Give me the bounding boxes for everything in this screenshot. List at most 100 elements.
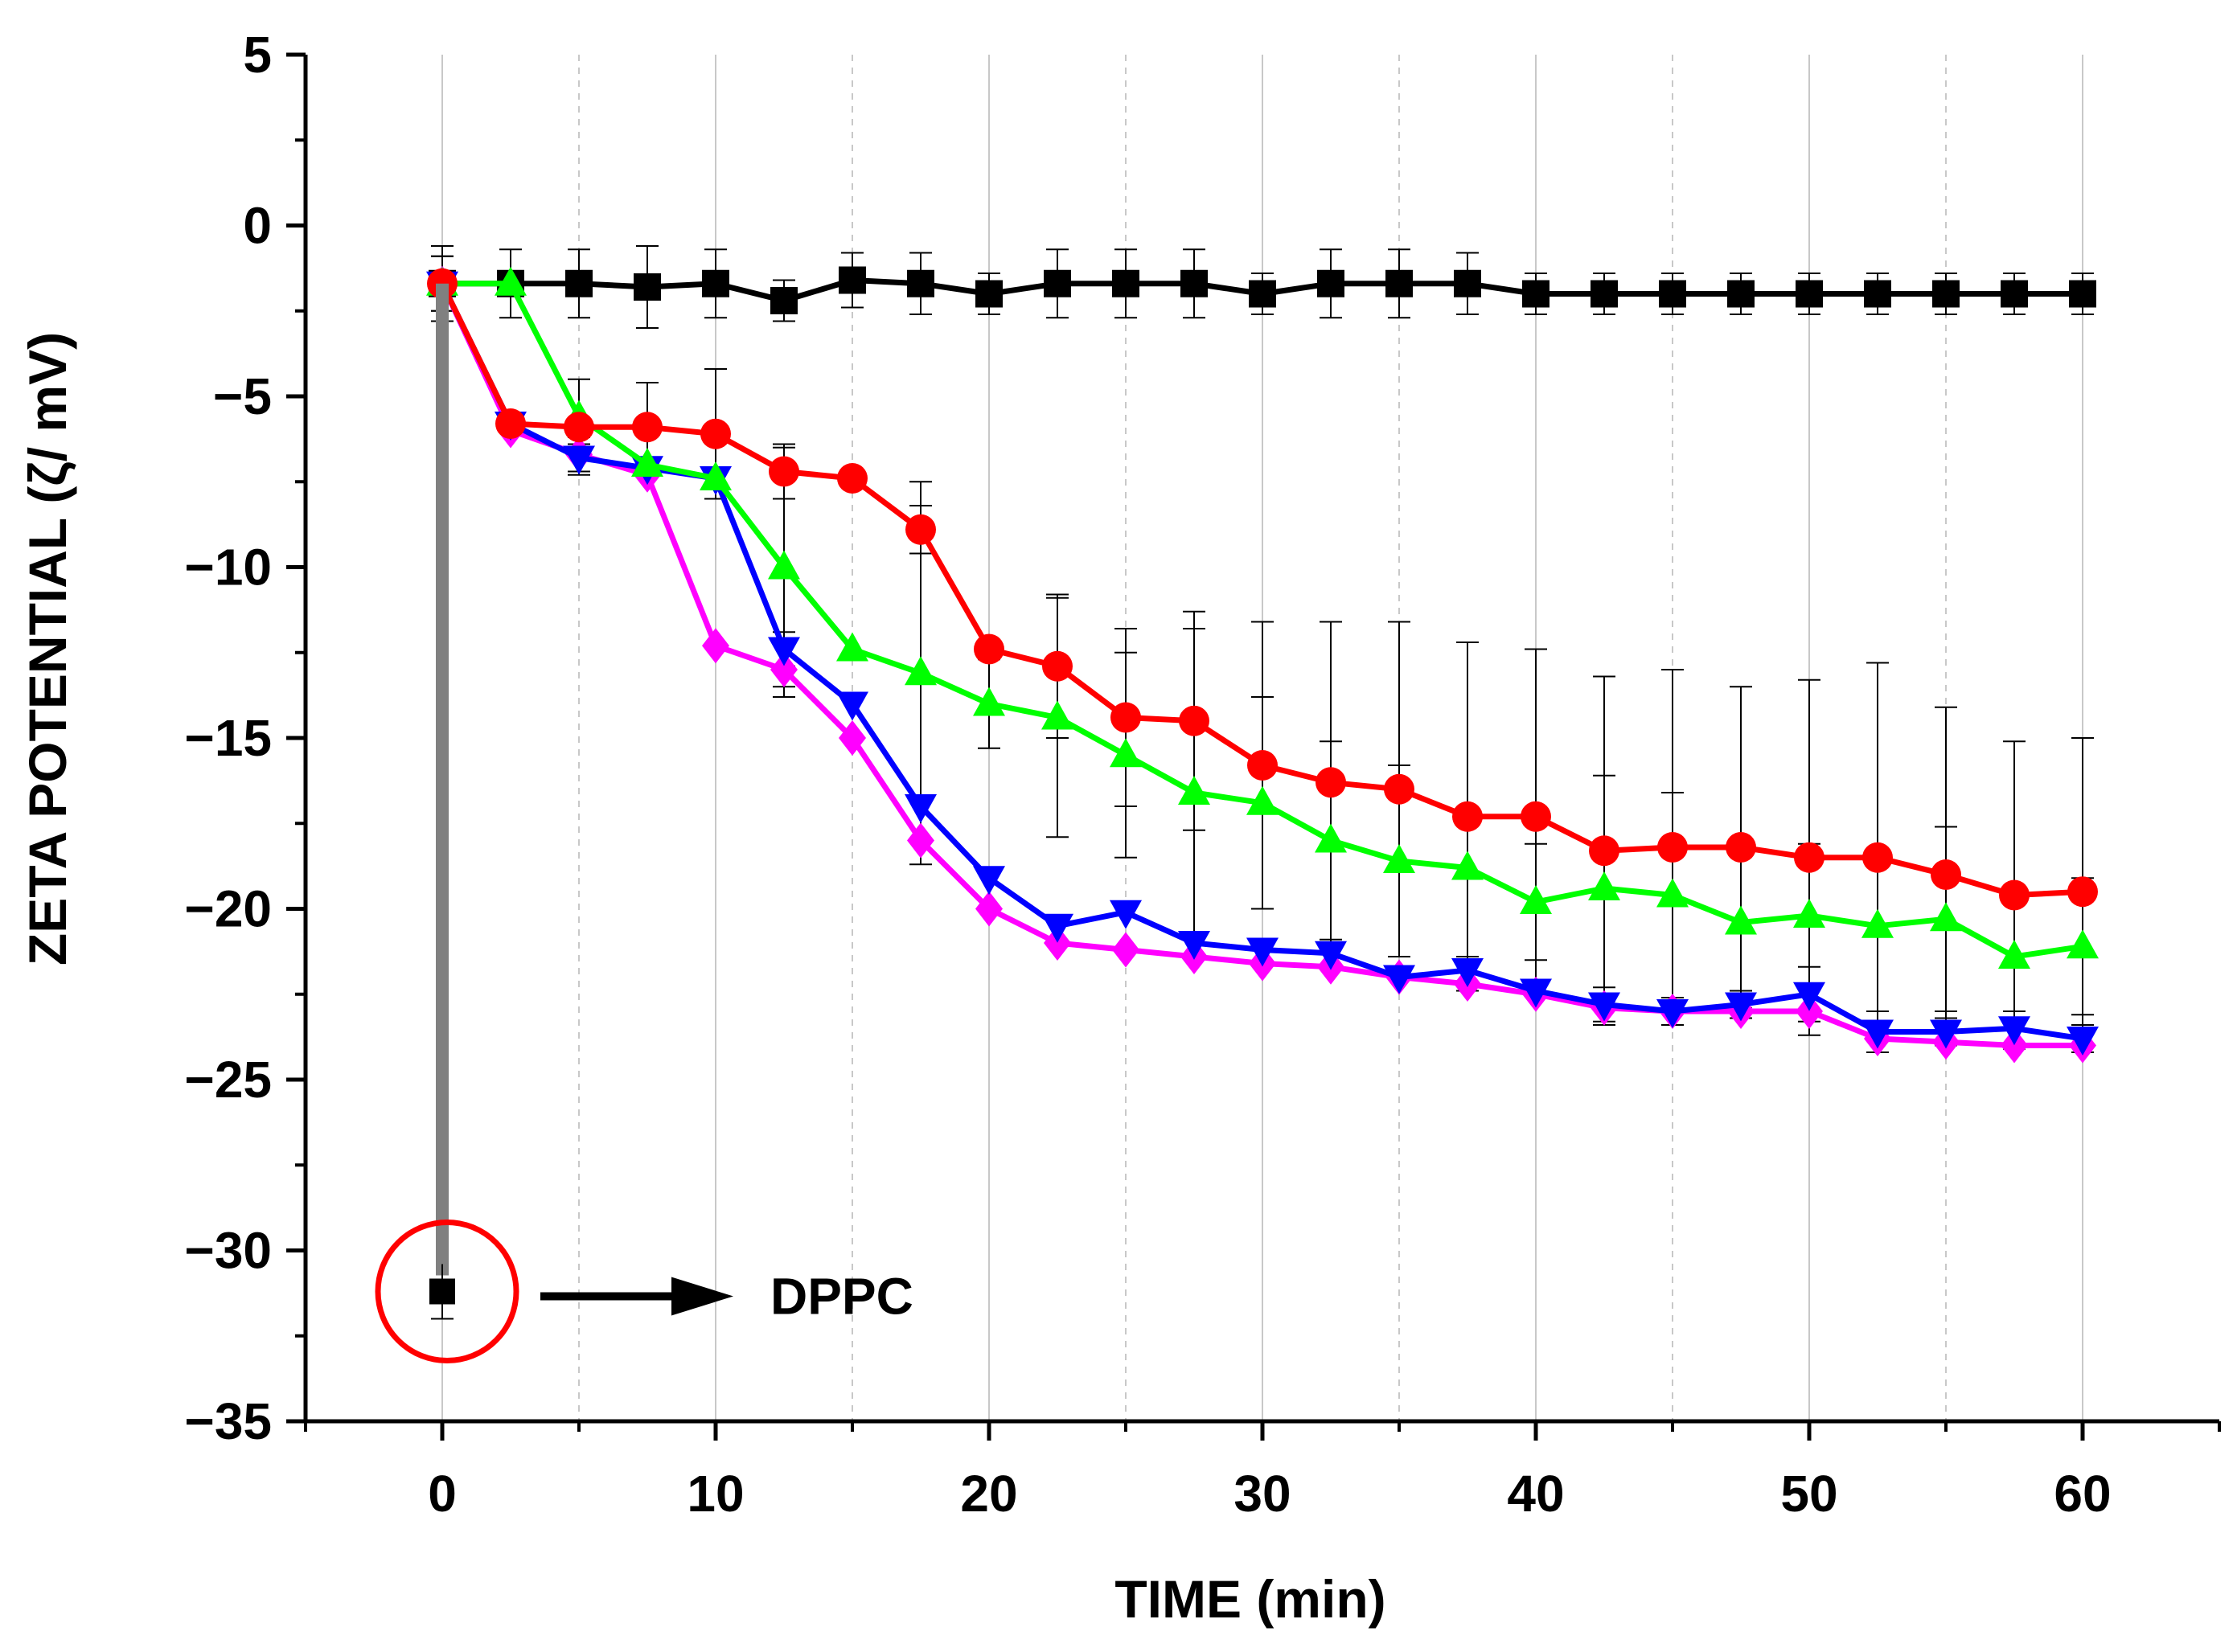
green-triangle-up-marker — [1178, 776, 1210, 805]
black-square-marker — [634, 273, 661, 301]
green-triangle-up-marker — [1520, 885, 1552, 914]
x-tick-label: 60 — [2054, 1465, 2111, 1523]
green-triangle-up-marker — [1861, 908, 1894, 938]
y-axis-title: ZETA POTENTIAL (ζ/ mV) — [18, 332, 77, 965]
red-circle-marker — [1042, 650, 1073, 682]
black-square-marker — [1796, 280, 1823, 308]
black-square-marker — [975, 280, 1003, 308]
red-circle-marker — [1384, 773, 1414, 805]
red-circle-marker — [1862, 842, 1893, 873]
blue-triangle-down-marker — [1041, 913, 1073, 943]
dppc-marker — [429, 1278, 455, 1305]
red-circle-marker — [1316, 767, 1346, 798]
black-square-marker — [1522, 280, 1549, 308]
y-tick-label: −30 — [184, 1222, 272, 1280]
magenta-diamond-marker — [907, 822, 934, 859]
magenta-diamond-marker — [975, 891, 1003, 927]
green-triangle-up-marker — [973, 687, 1005, 716]
red-circle-marker — [1247, 750, 1278, 781]
black-square-marker — [2069, 280, 2096, 308]
black-square-marker — [1932, 280, 1960, 308]
blue-triangle-down-marker — [563, 445, 595, 475]
red-circle-marker — [1589, 835, 1619, 867]
green-triangle-up-marker — [1725, 905, 1757, 935]
black-square-marker — [702, 269, 729, 297]
red-circle-marker — [974, 633, 1004, 665]
green-triangle-up-marker — [768, 550, 800, 580]
black-square-marker — [1180, 269, 1208, 297]
blue-triangle-down-marker — [1246, 937, 1279, 967]
blue-triangle-down-marker — [1930, 1019, 1962, 1049]
blue-triangle-down-marker — [905, 794, 937, 823]
red-circle-marker — [2067, 876, 2098, 908]
y-tick-label: −25 — [184, 1051, 272, 1109]
black-square-marker — [1044, 269, 1071, 297]
series-layer — [426, 265, 2099, 1064]
magenta-diamond-marker — [1796, 994, 1823, 1029]
x-tick-label: 40 — [1507, 1465, 1564, 1523]
blue-triangle-down-marker — [1725, 992, 1757, 1022]
red-circle-marker — [769, 456, 799, 487]
blue-triangle-down-marker — [836, 691, 868, 721]
green-triangle-up-marker — [1246, 785, 1279, 815]
blue-triangle-down-marker — [2067, 1027, 2099, 1056]
magenta-diamond-marker — [839, 720, 866, 756]
y-tick-label: −20 — [184, 880, 272, 938]
x-tick-label: 20 — [960, 1465, 1017, 1523]
red-circle-marker — [1794, 842, 1824, 873]
black-square-marker — [770, 287, 798, 314]
x-axis-title: TIME (min) — [1114, 1569, 1385, 1629]
red-circle-marker — [564, 412, 594, 443]
blue-triangle-down-marker — [1998, 1016, 2030, 1046]
green-triangle-up-marker — [495, 266, 527, 296]
axes-layer: 50−5−10−15−20−25−30−350 10 20 30 40 50 60 — [184, 26, 2221, 1523]
blue-triangle-down-marker — [1451, 958, 1484, 987]
green-triangle-up-marker — [836, 632, 868, 662]
black-square-marker — [565, 269, 593, 297]
red-circle-marker — [1931, 859, 1961, 890]
x-tick-label: 50 — [1780, 1465, 1837, 1523]
y-tick-label: −35 — [184, 1392, 272, 1450]
blue-triangle-down-marker — [768, 637, 800, 666]
x-tick-label: 30 — [1233, 1465, 1291, 1523]
dppc-highlight-circle — [375, 1220, 519, 1363]
x-tick-label: 0 — [428, 1465, 457, 1523]
green-triangle-up-marker — [905, 656, 937, 686]
red-circle-marker — [700, 418, 731, 449]
blue-triangle-down-marker — [1861, 1019, 1894, 1049]
red-circle-marker — [1999, 879, 2030, 911]
blue-triangle-down-marker — [1520, 978, 1552, 1008]
black-square-marker — [1112, 269, 1139, 297]
red-circle-marker — [1452, 801, 1483, 832]
green-triangle-up-marker — [1998, 940, 2030, 969]
blue-triangle-down-marker — [1178, 931, 1210, 960]
black-square-marker — [907, 269, 934, 297]
black-square-marker — [1864, 280, 1891, 308]
red-circle-marker — [837, 463, 868, 494]
green-triangle-up-marker — [1793, 899, 1825, 928]
x-tick-label: 10 — [687, 1465, 744, 1523]
annotation-layer: DPPC — [375, 283, 913, 1363]
green-triangle-up-marker — [1315, 823, 1347, 853]
black-square-marker — [839, 266, 866, 294]
red-circle-marker — [1179, 705, 1209, 736]
black-square-marker — [1454, 269, 1481, 297]
blue-triangle-down-marker — [1315, 941, 1347, 970]
green-triangle-up-marker — [1110, 738, 1142, 768]
blue-triangle-down-marker — [1793, 982, 1825, 1011]
green-triangle-up-marker — [631, 448, 663, 477]
blue-triangle-down-marker — [1588, 992, 1620, 1022]
magenta-diamond-marker — [1112, 932, 1139, 968]
magenta-diamond-marker — [1044, 925, 1071, 961]
black-square-marker — [1317, 269, 1344, 297]
red-circle-marker — [1726, 832, 1756, 863]
magenta-diamond-marker — [2001, 1027, 2028, 1064]
black-square-marker — [1727, 280, 1755, 308]
y-tick-label: 5 — [243, 26, 272, 84]
y-tick-label: 0 — [243, 197, 272, 255]
red-circle-marker — [632, 412, 663, 443]
magenta-diamond-marker — [770, 652, 798, 687]
black-square-marker — [1385, 269, 1413, 297]
